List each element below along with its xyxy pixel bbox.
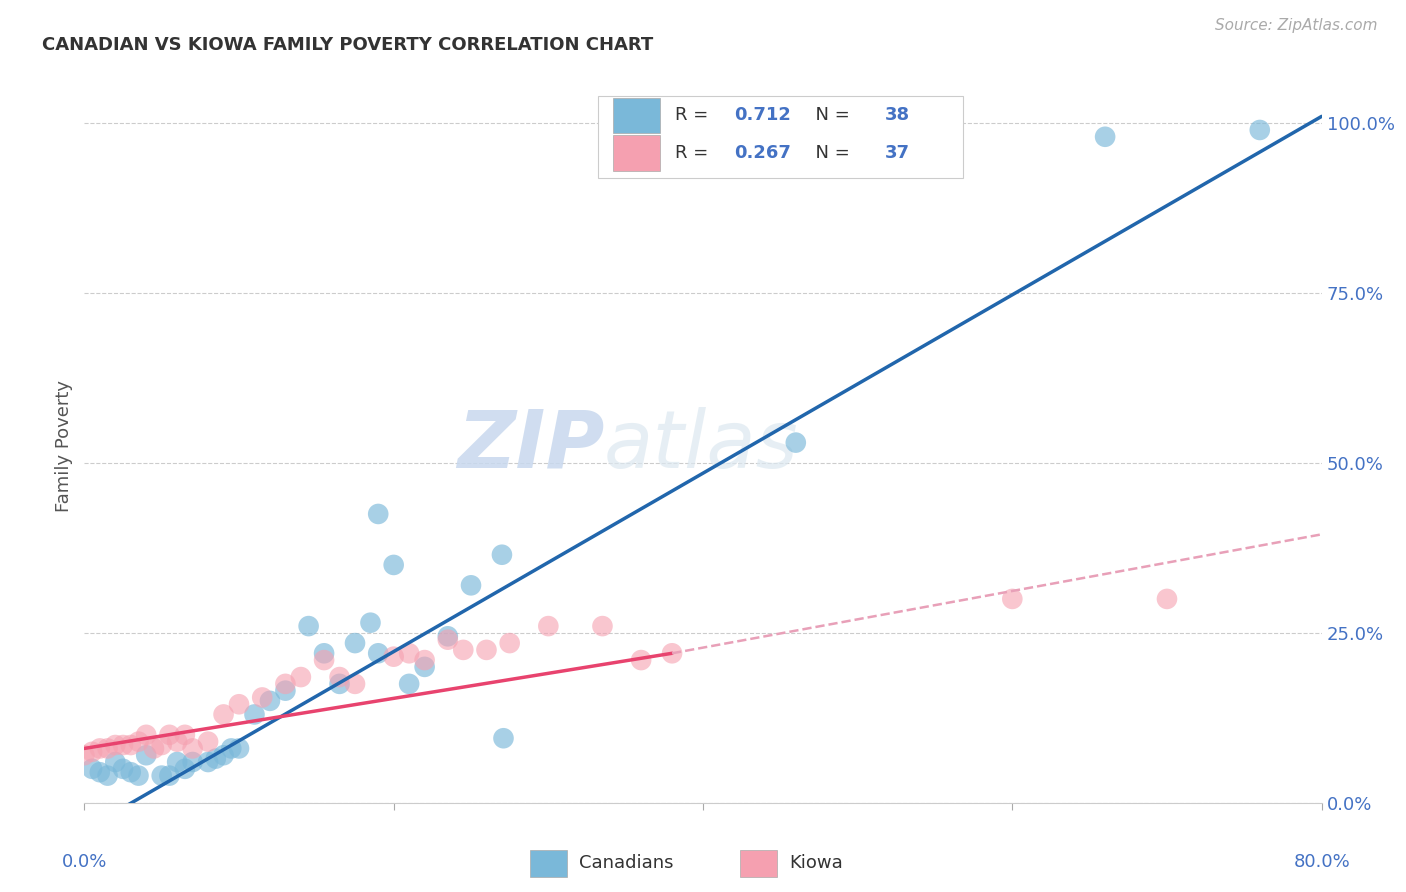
- Point: [413, 653, 436, 667]
- Point: [367, 507, 389, 521]
- Point: [297, 619, 319, 633]
- Point: [197, 734, 219, 748]
- Point: [96, 741, 118, 756]
- Point: [1156, 591, 1178, 606]
- Point: [328, 670, 352, 684]
- Text: Kiowa: Kiowa: [790, 855, 844, 872]
- FancyBboxPatch shape: [613, 136, 659, 171]
- Point: [661, 646, 683, 660]
- Point: [127, 734, 149, 748]
- Point: [274, 683, 297, 698]
- Text: 0.0%: 0.0%: [62, 853, 107, 871]
- Y-axis label: Family Poverty: Family Poverty: [55, 380, 73, 512]
- Text: Source: ZipAtlas.com: Source: ZipAtlas.com: [1215, 18, 1378, 33]
- Point: [127, 769, 149, 783]
- Point: [785, 435, 807, 450]
- Point: [250, 690, 273, 705]
- Point: [382, 649, 405, 664]
- FancyBboxPatch shape: [530, 850, 567, 877]
- Point: [491, 548, 513, 562]
- Point: [367, 646, 389, 660]
- Point: [197, 755, 219, 769]
- Point: [630, 653, 652, 667]
- Text: N =: N =: [804, 106, 856, 124]
- Point: [143, 741, 166, 756]
- Text: CANADIAN VS KIOWA FAMILY POVERTY CORRELATION CHART: CANADIAN VS KIOWA FAMILY POVERTY CORRELA…: [42, 36, 654, 54]
- Point: [499, 636, 522, 650]
- FancyBboxPatch shape: [598, 96, 963, 178]
- Point: [228, 698, 250, 712]
- Point: [174, 762, 197, 776]
- Point: [290, 670, 312, 684]
- Point: [82, 745, 104, 759]
- Text: 37: 37: [884, 145, 910, 162]
- Point: [150, 738, 173, 752]
- Point: [436, 629, 458, 643]
- Text: R =: R =: [675, 145, 713, 162]
- Text: 0.267: 0.267: [734, 145, 790, 162]
- Point: [453, 643, 475, 657]
- Point: [181, 755, 204, 769]
- Point: [82, 762, 104, 776]
- Text: ZIP: ZIP: [457, 407, 605, 485]
- Point: [492, 731, 515, 746]
- Point: [343, 677, 366, 691]
- Point: [360, 615, 382, 630]
- Point: [96, 769, 118, 783]
- Point: [398, 646, 420, 660]
- Point: [89, 741, 111, 756]
- Point: [135, 748, 157, 763]
- Point: [159, 728, 180, 742]
- Point: [89, 765, 111, 780]
- FancyBboxPatch shape: [740, 850, 778, 877]
- Text: 0.712: 0.712: [734, 106, 790, 124]
- Text: R =: R =: [675, 106, 713, 124]
- Point: [228, 741, 250, 756]
- Point: [259, 694, 281, 708]
- Point: [212, 707, 235, 722]
- Text: Canadians: Canadians: [579, 855, 673, 872]
- Point: [219, 741, 242, 756]
- Point: [312, 646, 335, 660]
- Text: N =: N =: [804, 145, 856, 162]
- Point: [104, 755, 127, 769]
- Point: [382, 558, 405, 572]
- Point: [205, 751, 228, 765]
- Point: [460, 578, 482, 592]
- Point: [120, 765, 142, 780]
- Point: [104, 738, 127, 752]
- Point: [212, 748, 235, 763]
- Point: [166, 734, 188, 748]
- Point: [398, 677, 420, 691]
- Point: [592, 619, 614, 633]
- Point: [112, 738, 135, 752]
- Point: [475, 643, 498, 657]
- Point: [166, 755, 188, 769]
- Point: [159, 769, 180, 783]
- Point: [150, 769, 173, 783]
- Point: [1249, 123, 1271, 137]
- Point: [413, 660, 436, 674]
- Point: [274, 677, 297, 691]
- Point: [537, 619, 560, 633]
- Point: [436, 632, 458, 647]
- Point: [328, 677, 352, 691]
- Point: [243, 707, 266, 722]
- Point: [1001, 591, 1024, 606]
- Point: [112, 762, 135, 776]
- Point: [174, 728, 197, 742]
- Point: [312, 653, 335, 667]
- Text: 38: 38: [884, 106, 910, 124]
- Point: [181, 741, 204, 756]
- Text: 80.0%: 80.0%: [1294, 853, 1350, 871]
- Point: [120, 738, 142, 752]
- Point: [73, 748, 96, 763]
- FancyBboxPatch shape: [613, 97, 659, 133]
- Text: atlas: atlas: [605, 407, 799, 485]
- Point: [135, 728, 157, 742]
- Point: [343, 636, 366, 650]
- Point: [1094, 129, 1116, 144]
